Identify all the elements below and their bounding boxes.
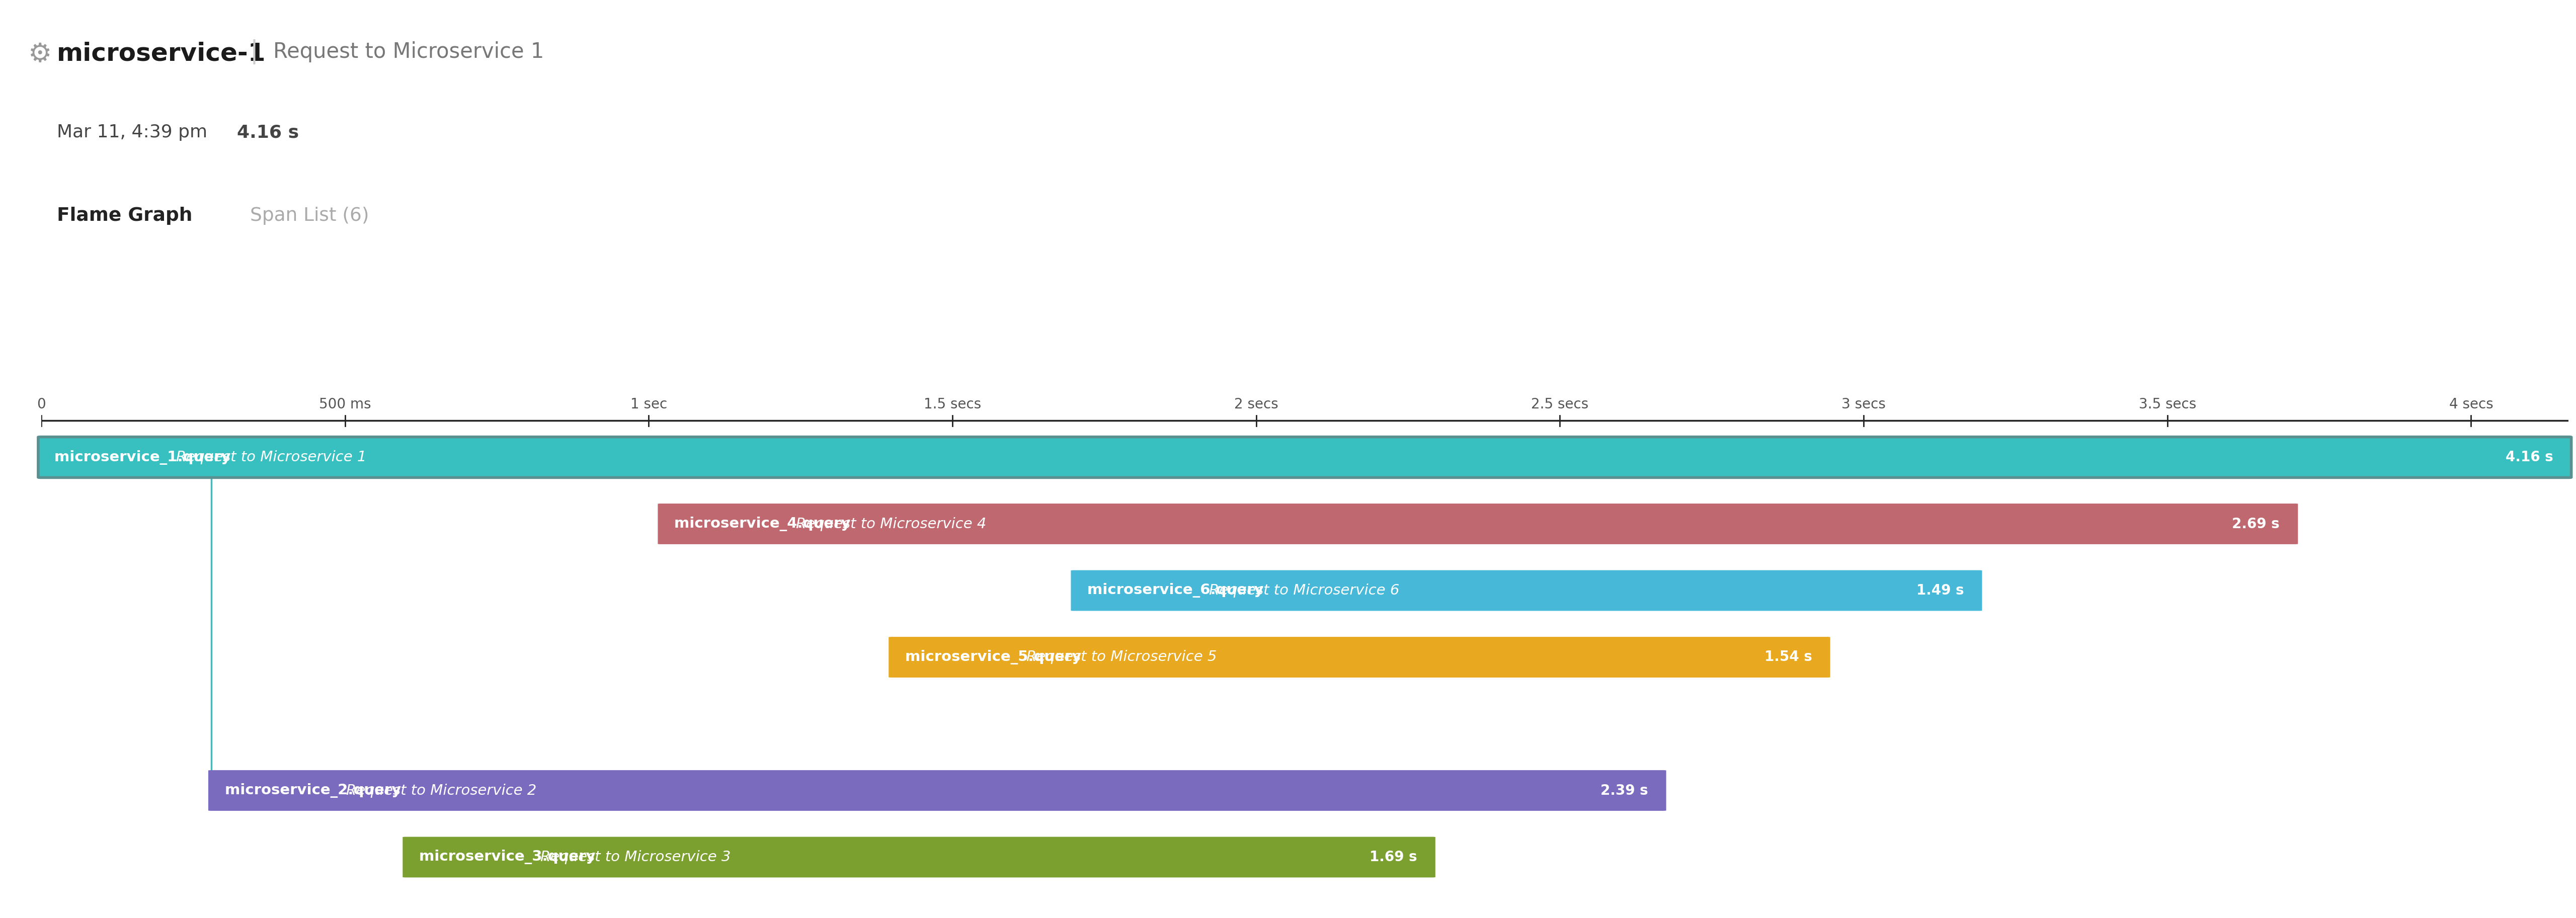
Text: microservice_2.query: microservice_2.query bbox=[224, 783, 407, 798]
Text: |: | bbox=[250, 39, 258, 64]
FancyBboxPatch shape bbox=[402, 837, 1435, 878]
Text: 4.16 s: 4.16 s bbox=[237, 124, 299, 141]
Text: 1 sec: 1 sec bbox=[631, 397, 667, 411]
Text: microservice-1: microservice-1 bbox=[57, 41, 265, 65]
Text: 500 ms: 500 ms bbox=[319, 397, 371, 411]
Text: 4.16 s: 4.16 s bbox=[2506, 450, 2553, 465]
Text: Request to Microservice 4: Request to Microservice 4 bbox=[796, 517, 987, 531]
Text: 1.54 s: 1.54 s bbox=[1765, 650, 1811, 665]
Text: 2 secs: 2 secs bbox=[1234, 397, 1278, 411]
Text: Mar 11, 4:39 pm: Mar 11, 4:39 pm bbox=[57, 124, 206, 141]
Text: 1.5 secs: 1.5 secs bbox=[925, 397, 981, 411]
Text: ⚙️: ⚙️ bbox=[28, 41, 52, 67]
Text: microservice_1.query: microservice_1.query bbox=[54, 450, 237, 465]
Text: microservice_6.query: microservice_6.query bbox=[1087, 583, 1267, 598]
Text: microservice_4.query: microservice_4.query bbox=[675, 517, 855, 532]
Text: microservice_5.query: microservice_5.query bbox=[904, 650, 1087, 665]
Text: 2.39 s: 2.39 s bbox=[1600, 783, 1649, 798]
Text: 1.69 s: 1.69 s bbox=[1370, 850, 1417, 864]
FancyBboxPatch shape bbox=[39, 437, 2571, 477]
FancyBboxPatch shape bbox=[657, 504, 2298, 544]
FancyBboxPatch shape bbox=[1072, 570, 1981, 610]
Text: Request to Microservice 2: Request to Microservice 2 bbox=[345, 783, 536, 798]
FancyBboxPatch shape bbox=[209, 770, 1667, 811]
Text: Request to Microservice 1: Request to Microservice 1 bbox=[175, 450, 366, 465]
Text: 2.69 s: 2.69 s bbox=[2231, 517, 2280, 531]
Text: Request to Microservice 3: Request to Microservice 3 bbox=[541, 850, 732, 864]
Text: Request to Microservice 1: Request to Microservice 1 bbox=[273, 41, 544, 62]
Text: Request to Microservice 6: Request to Microservice 6 bbox=[1208, 584, 1399, 598]
Text: Span List (6): Span List (6) bbox=[250, 207, 368, 225]
Text: microservice_3.query: microservice_3.query bbox=[420, 850, 600, 865]
Text: 4 secs: 4 secs bbox=[2450, 397, 2494, 411]
Text: 2.5 secs: 2.5 secs bbox=[1530, 397, 1589, 411]
Text: Flame Graph: Flame Graph bbox=[57, 207, 193, 225]
Text: 1.49 s: 1.49 s bbox=[1917, 584, 1963, 598]
Text: Request to Microservice 5: Request to Microservice 5 bbox=[1028, 650, 1216, 665]
Text: 0: 0 bbox=[36, 397, 46, 411]
Text: 3.5 secs: 3.5 secs bbox=[2138, 397, 2197, 411]
Text: 3 secs: 3 secs bbox=[1842, 397, 1886, 411]
FancyBboxPatch shape bbox=[889, 637, 1829, 677]
